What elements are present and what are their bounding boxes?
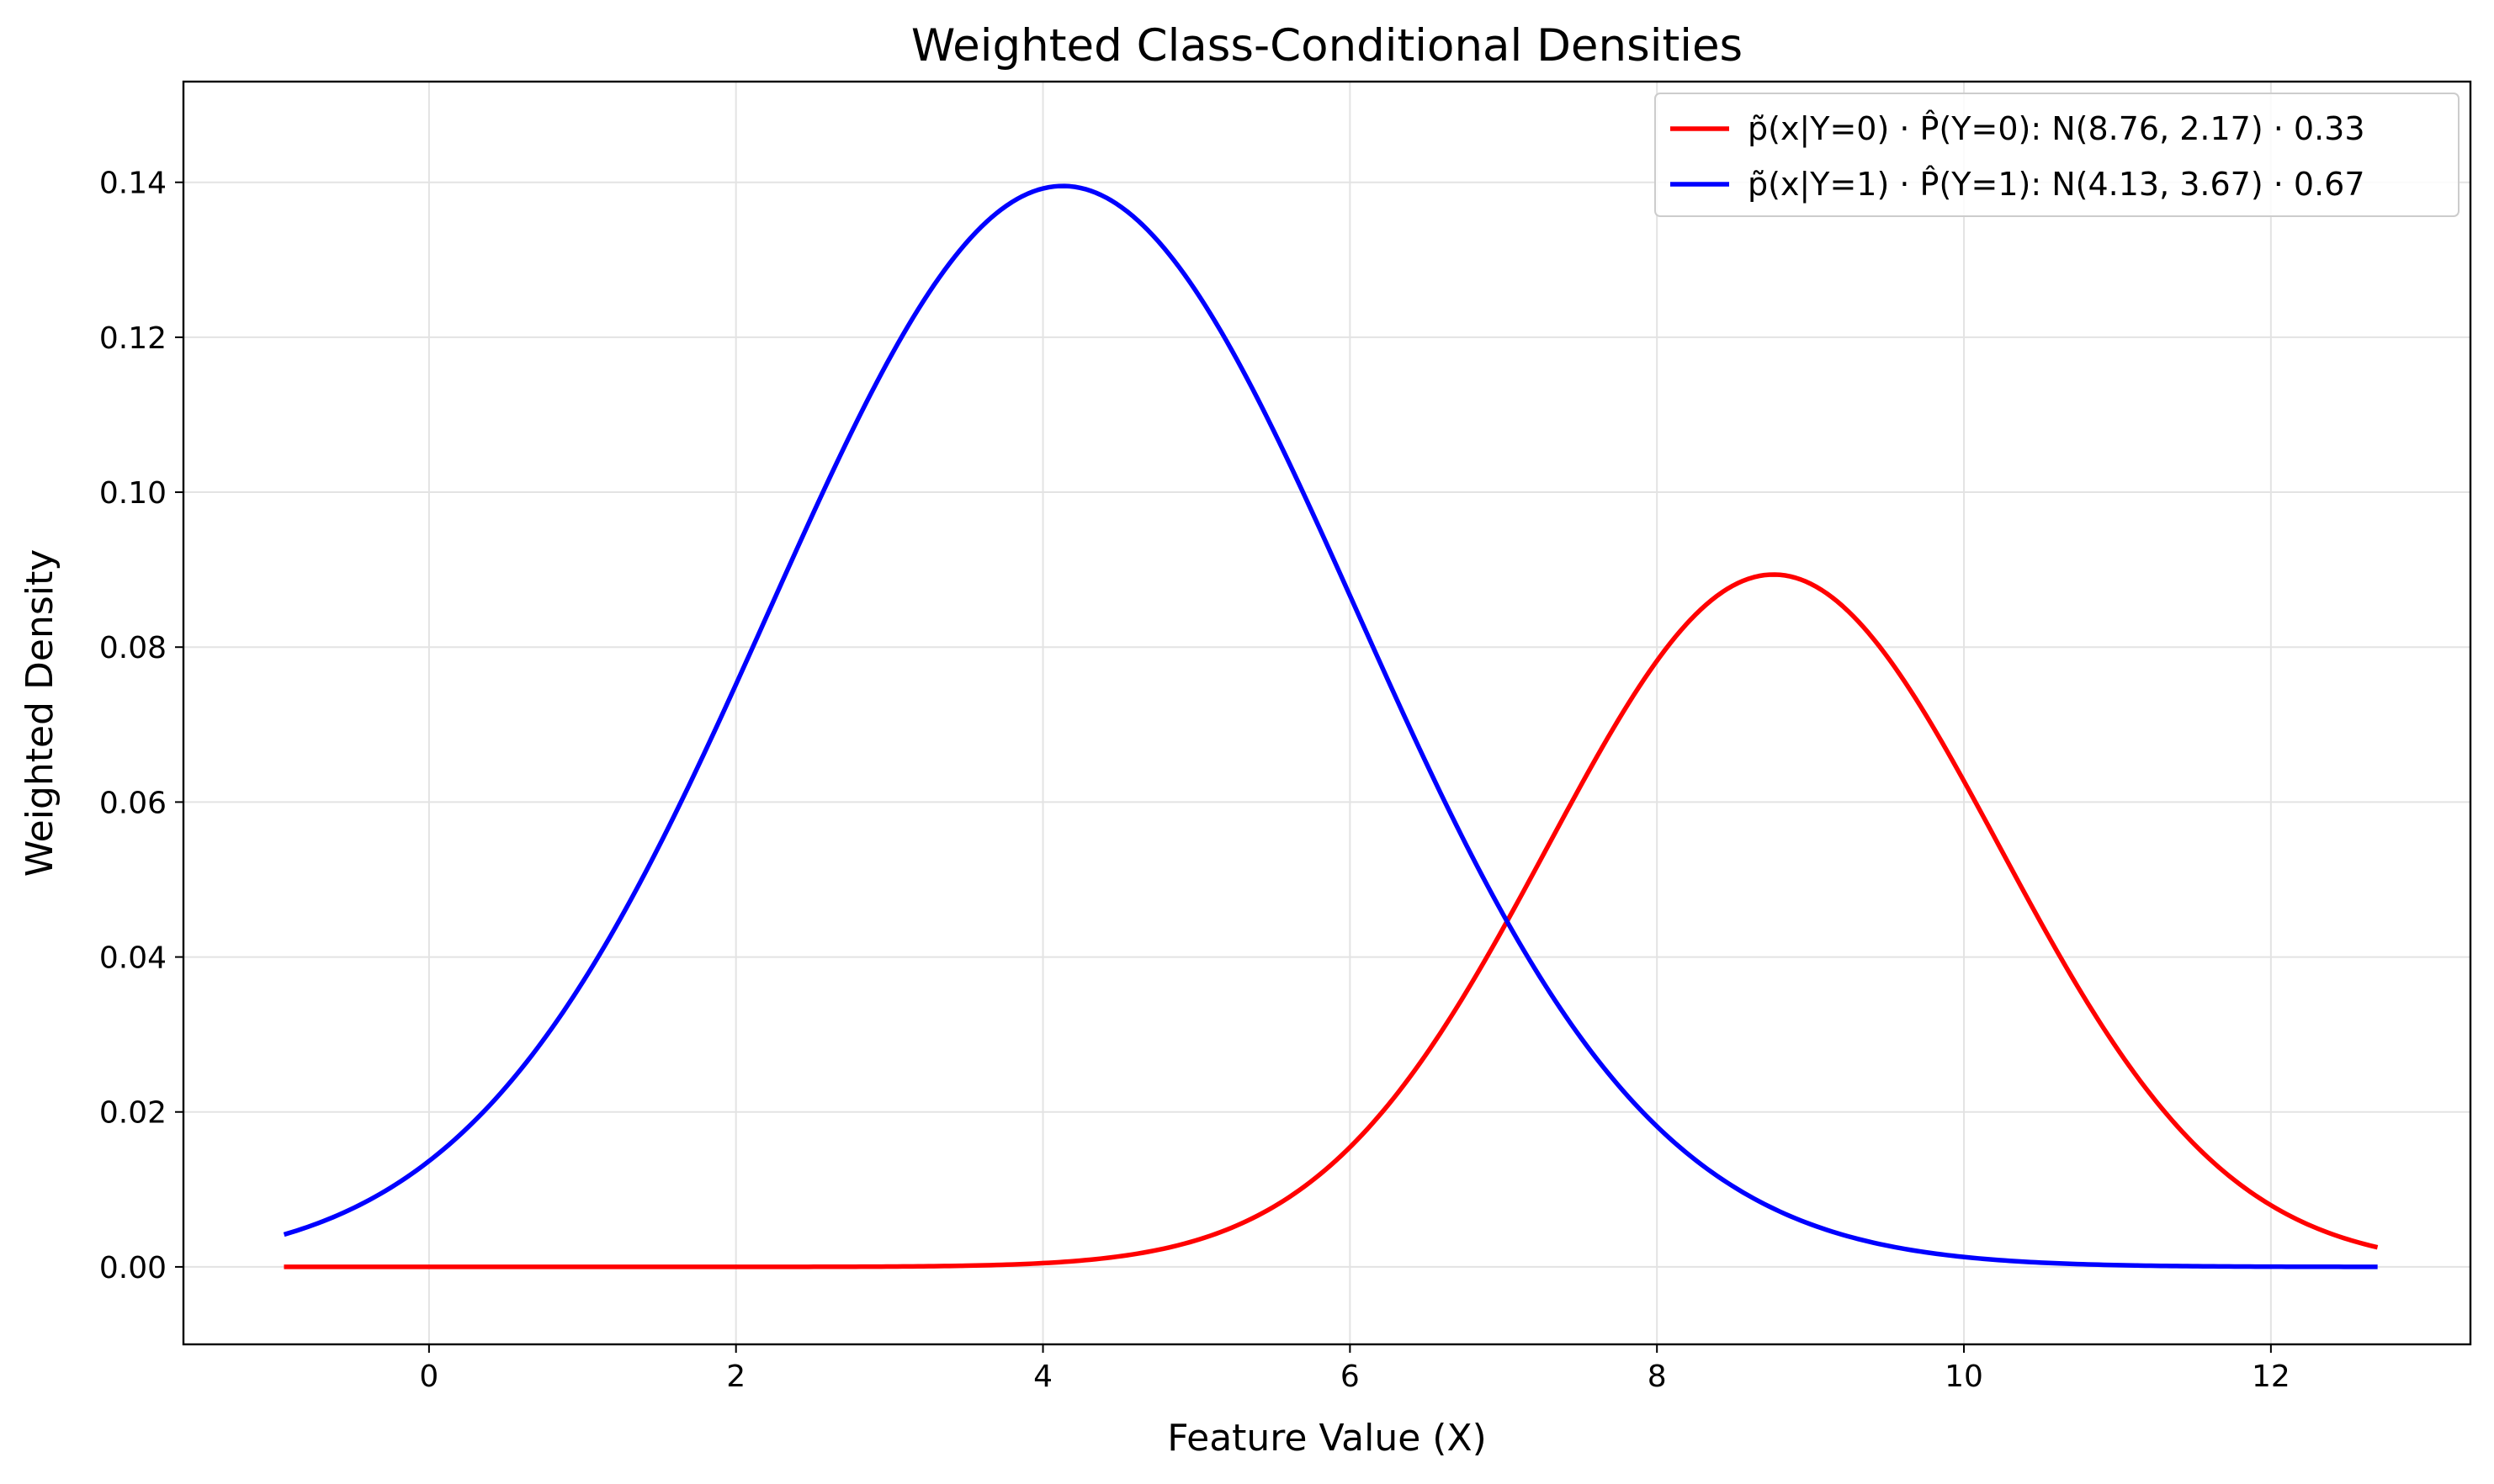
y-tick-label: 0.06: [99, 786, 167, 820]
gridlines: [183, 82, 2470, 1344]
series-line-class-1: [283, 183, 2378, 1269]
x-tick-label: 0: [419, 1359, 438, 1394]
x-tick-label: 10: [1945, 1359, 1983, 1394]
y-tick-label: 0.12: [99, 321, 167, 356]
y-tick-label: 0.08: [99, 631, 167, 665]
y-tick-label: 0.14: [99, 167, 167, 201]
x-axis-label: Feature Value (X): [1167, 1417, 1487, 1460]
series-line-class-0: [284, 572, 2379, 1269]
chart-title: Weighted Class-Conditional Densities: [911, 20, 1743, 72]
y-tick-label: 0.02: [99, 1096, 167, 1131]
x-tick-label: 4: [1033, 1359, 1053, 1394]
legend: p̃(x|Y=0) · P̂(Y=0): N(8.76, 2.17) · 0.3…: [1654, 93, 2460, 217]
y-axis-label: Weighted Density: [19, 549, 61, 877]
x-tick-label: 6: [1340, 1359, 1360, 1394]
y-tick-label: 0.04: [99, 941, 167, 976]
x-tick-label: 8: [1648, 1359, 1667, 1394]
series-curves: [283, 183, 2379, 1269]
legend-label-class-1: p̃(x|Y=1) · P̂(Y=1): N(4.13, 3.67) · 0.6…: [1748, 166, 2365, 204]
y-tick-label: 0.10: [99, 476, 167, 511]
plot-frame: [182, 80, 2472, 1346]
legend-label-class-0: p̃(x|Y=0) · P̂(Y=0): N(8.76, 2.17) · 0.3…: [1748, 110, 2365, 148]
x-tick-label: 2: [726, 1359, 746, 1394]
x-tick-label: 12: [2252, 1359, 2290, 1394]
legend-box: [1654, 93, 2460, 217]
y-tick-label: 0.00: [99, 1251, 167, 1285]
axis-ticks: 0 2 4 6 8 10 12 0.00 0.02 0.04 0.06 0.08 0.10 0.12 0.1…: [99, 167, 2290, 1394]
